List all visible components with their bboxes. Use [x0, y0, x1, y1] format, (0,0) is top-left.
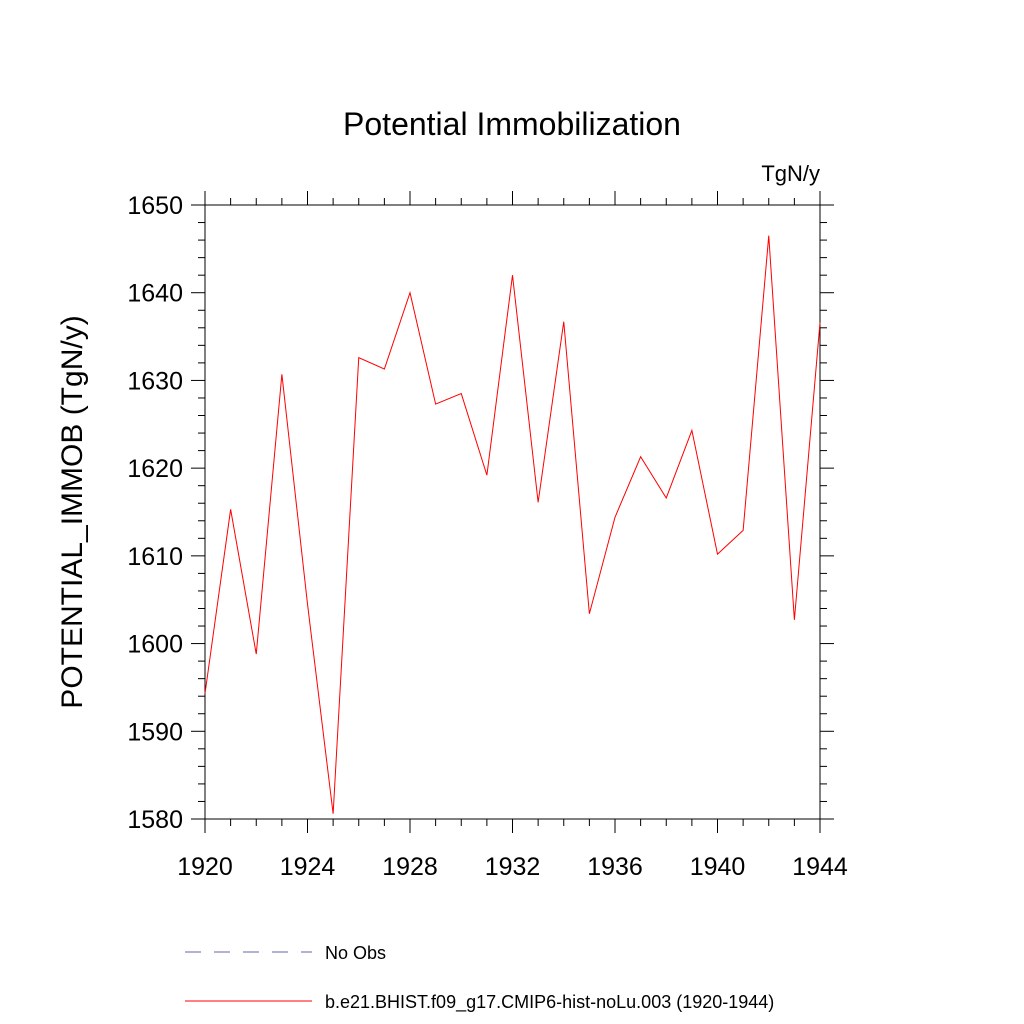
- units-label: TgN/y: [761, 161, 820, 186]
- x-tick-label: 1936: [587, 853, 643, 881]
- legend-label-2: b.e21.BHIST.f09_g17.CMIP6-hist-noLu.003 …: [325, 992, 774, 1013]
- y-tick-label: 1640: [127, 280, 183, 308]
- legend-label-1: No Obs: [325, 943, 386, 963]
- x-tick-label: 1924: [280, 853, 336, 881]
- x-tick-label: 1940: [690, 853, 746, 881]
- y-tick-label: 1600: [127, 631, 183, 659]
- legend: No Obs b.e21.BHIST.f09_g17.CMIP6-hist-noL…: [185, 943, 774, 1013]
- y-axis-label: POTENTIAL_IMMOB (TgN/y): [56, 315, 89, 708]
- axis-ticks: [191, 191, 834, 833]
- series-layer: [204, 235, 821, 814]
- x-tick-label: 1944: [792, 853, 848, 881]
- series-line-2: [204, 235, 821, 814]
- y-tick-label: 1580: [127, 806, 183, 834]
- chart-title: Potential Immobilization: [343, 106, 681, 142]
- tick-labels: 1580 1590 1600 1610 1620 1630 1640 1650 1920 1924…: [127, 192, 848, 881]
- x-tick-label: 1932: [485, 853, 541, 881]
- y-tick-label: 1610: [127, 543, 183, 571]
- y-tick-label: 1650: [127, 192, 183, 220]
- y-tick-label: 1630: [127, 367, 183, 395]
- x-tick-label: 1920: [177, 853, 233, 881]
- y-tick-label: 1590: [127, 718, 183, 746]
- x-tick-label: 1928: [382, 853, 438, 881]
- y-tick-label: 1620: [127, 455, 183, 483]
